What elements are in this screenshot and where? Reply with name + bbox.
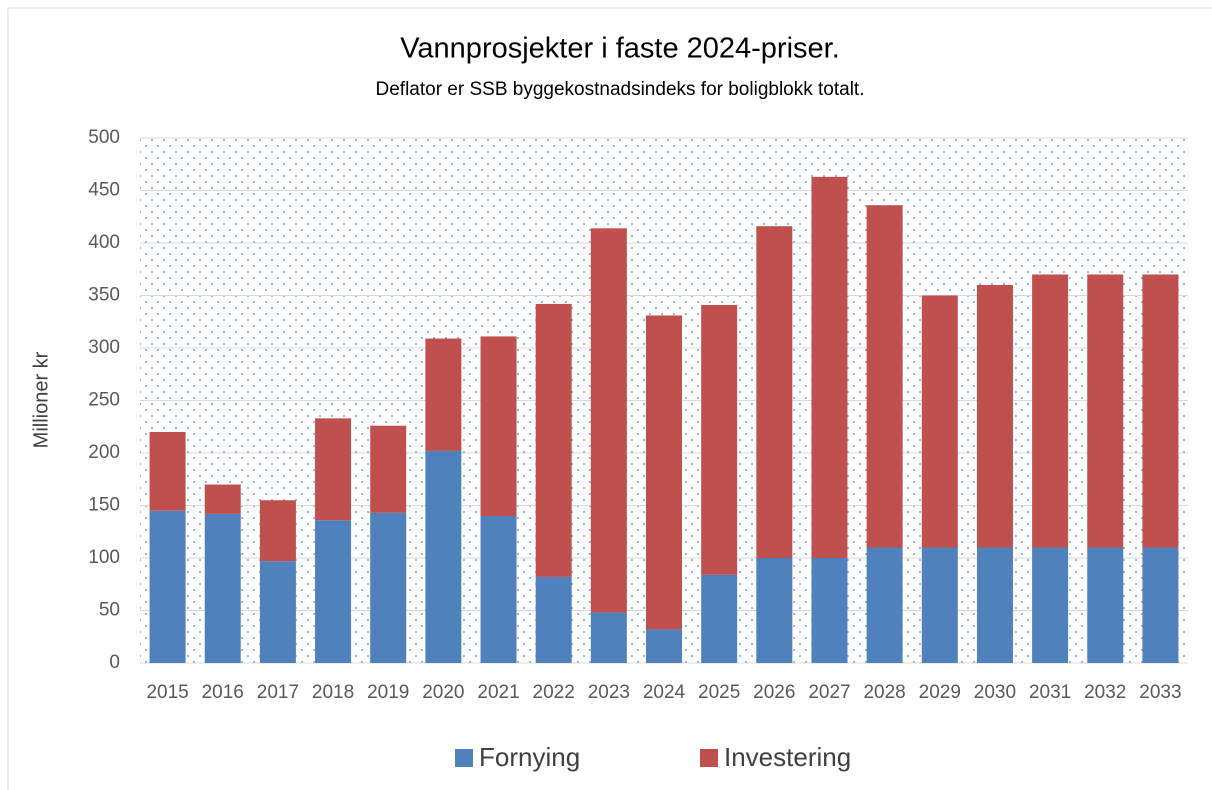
x-tick-label: 2018 (312, 682, 354, 703)
bar-segment (811, 176, 848, 558)
bar-segment (315, 520, 352, 663)
legend-swatch (700, 749, 718, 767)
y-axis-label: Millioner kr (30, 351, 52, 448)
x-tick-label: 2033 (1139, 682, 1181, 703)
x-tick-label: 2017 (257, 682, 299, 703)
x-tick-label: 2031 (1029, 682, 1071, 703)
x-tick-label: 2027 (808, 682, 850, 703)
y-tick-label: 500 (88, 127, 120, 148)
bar-segment (315, 418, 352, 521)
y-tick-label: 0 (109, 652, 120, 673)
bar-segment (590, 228, 627, 613)
y-tick-label: 200 (88, 442, 120, 463)
bar-segment (646, 315, 682, 630)
bar-segment (370, 512, 407, 663)
bar-segment (701, 574, 738, 663)
x-tick-label: 2022 (533, 682, 575, 703)
bar-segment (590, 612, 627, 663)
bar-segment (425, 450, 462, 663)
y-tick-label: 150 (88, 495, 120, 516)
x-tick-label: 2021 (477, 682, 519, 703)
bar-segment (1032, 274, 1069, 548)
bar-segment (259, 500, 296, 562)
x-tick-label: 2023 (588, 682, 630, 703)
bar-segment (535, 303, 572, 577)
y-tick-label: 250 (88, 390, 120, 411)
x-tick-label: 2026 (753, 682, 795, 703)
x-tick-label: 2028 (863, 682, 905, 703)
legend-swatch (455, 749, 473, 767)
bar-segment (866, 205, 903, 548)
bar-segment (921, 295, 958, 548)
bar-segment (1087, 274, 1124, 548)
bar-segment (149, 432, 186, 511)
bar-segment (646, 629, 682, 663)
bar-segment (811, 558, 848, 663)
x-tick-label: 2032 (1084, 682, 1126, 703)
bar-segment (866, 547, 903, 663)
bar-segment (149, 510, 186, 663)
bar-segment (701, 304, 738, 575)
y-tick-label: 400 (88, 232, 120, 253)
legend-label: Investering (724, 742, 851, 772)
bar-segment (204, 484, 241, 514)
bar-segment (976, 285, 1013, 548)
bar-segment (259, 561, 296, 663)
bar-segment (1142, 274, 1179, 548)
y-tick-label: 50 (99, 600, 120, 621)
bar-segment (480, 336, 517, 516)
y-tick-label: 100 (88, 547, 120, 568)
x-tick-label: 2030 (974, 682, 1016, 703)
bar-segment (480, 516, 517, 663)
x-tick-label: 2025 (698, 682, 740, 703)
bar-segment (756, 226, 793, 558)
x-tick-label: 2029 (919, 682, 961, 703)
y-tick-label: 300 (88, 337, 120, 358)
x-tick-label: 2019 (367, 682, 409, 703)
frame (7, 7, 1212, 790)
bar-segment (204, 513, 241, 663)
bar-segment (1087, 547, 1124, 663)
chart-title: Vannprosjekter i faste 2024-priser. (400, 33, 840, 65)
bar-segment (1032, 547, 1069, 663)
chart-subtitle: Deflator er SSB byggekostnadsindeks for … (376, 79, 865, 100)
x-tick-label: 2015 (146, 682, 188, 703)
bar-segment (921, 547, 958, 663)
bar-segment (425, 338, 462, 451)
x-tick-label: 2024 (643, 682, 686, 703)
legend-label: Fornying (479, 742, 580, 772)
y-tick-label: 350 (88, 285, 120, 306)
bar-segment (370, 425, 407, 513)
bar-segment (976, 547, 1013, 663)
y-tick-label: 450 (88, 180, 120, 201)
x-tick-label: 2016 (202, 682, 244, 703)
x-tick-label: 2020 (422, 682, 464, 703)
bar-segment (1142, 547, 1179, 663)
bar-segment (535, 576, 572, 663)
bar-segment (756, 558, 793, 663)
